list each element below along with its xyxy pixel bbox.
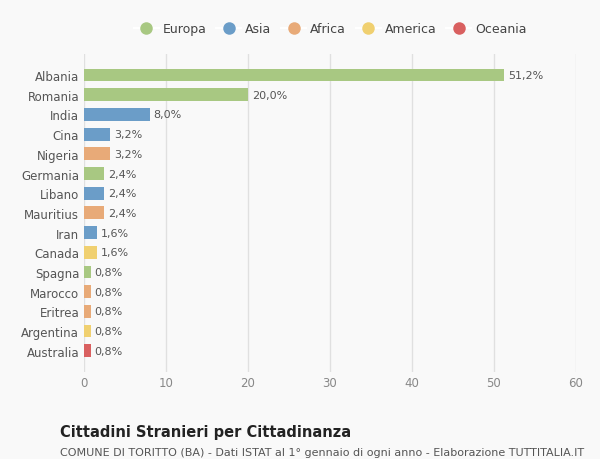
Bar	[84, 305, 91, 318]
Bar	[84, 129, 110, 141]
Bar	[84, 345, 91, 358]
Text: 8,0%: 8,0%	[154, 110, 182, 120]
Bar	[84, 89, 248, 102]
Bar	[84, 148, 110, 161]
Bar	[84, 246, 97, 259]
Bar	[84, 69, 504, 82]
Text: 0,8%: 0,8%	[95, 346, 123, 356]
Bar	[84, 285, 91, 298]
Text: 1,6%: 1,6%	[101, 228, 130, 238]
Text: 20,0%: 20,0%	[252, 90, 287, 101]
Text: Cittadini Stranieri per Cittadinanza: Cittadini Stranieri per Cittadinanza	[60, 425, 351, 440]
Text: 3,2%: 3,2%	[115, 150, 143, 159]
Text: 3,2%: 3,2%	[115, 130, 143, 140]
Legend: Europa, Asia, Africa, America, Oceania: Europa, Asia, Africa, America, Oceania	[133, 23, 527, 36]
Text: 0,8%: 0,8%	[95, 268, 123, 277]
Text: COMUNE DI TORITTO (BA) - Dati ISTAT al 1° gennaio di ogni anno - Elaborazione TU: COMUNE DI TORITTO (BA) - Dati ISTAT al 1…	[60, 448, 584, 458]
Bar	[84, 168, 104, 180]
Bar	[84, 187, 104, 200]
Text: 51,2%: 51,2%	[508, 71, 543, 81]
Text: 2,4%: 2,4%	[108, 189, 136, 199]
Bar	[84, 207, 104, 220]
Bar	[84, 109, 149, 122]
Text: 0,8%: 0,8%	[95, 307, 123, 317]
Text: 2,4%: 2,4%	[108, 208, 136, 218]
Text: 2,4%: 2,4%	[108, 169, 136, 179]
Bar	[84, 266, 91, 279]
Text: 0,8%: 0,8%	[95, 326, 123, 336]
Bar	[84, 325, 91, 338]
Text: 0,8%: 0,8%	[95, 287, 123, 297]
Bar	[84, 227, 97, 240]
Text: 1,6%: 1,6%	[101, 248, 130, 258]
